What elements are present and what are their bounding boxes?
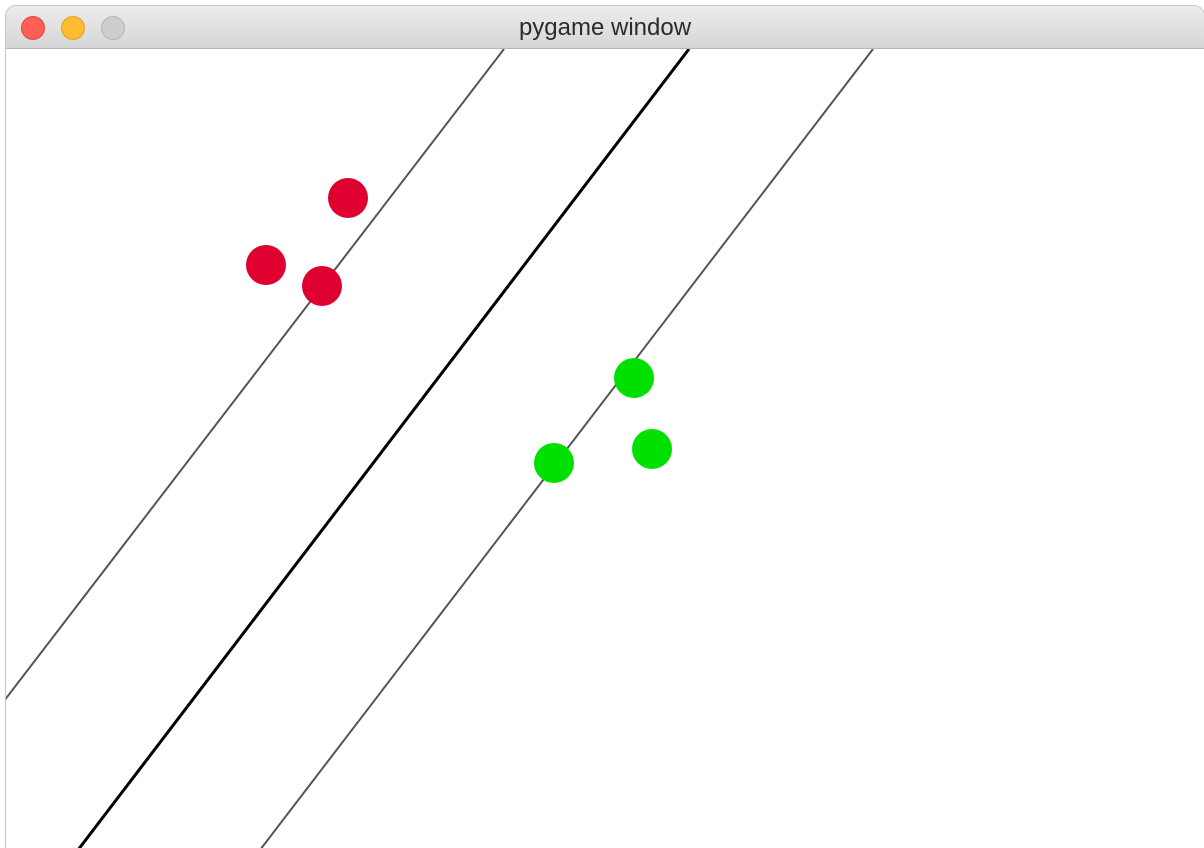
zoom-button[interactable] — [101, 16, 125, 40]
title-bar[interactable]: pygame window — [6, 6, 1204, 49]
point-class-a — [302, 266, 342, 306]
pygame-canvas[interactable] — [6, 49, 1204, 848]
point-class-b — [632, 429, 672, 469]
scene-svg — [6, 49, 1204, 848]
window-title: pygame window — [518, 14, 692, 41]
point-class-a — [328, 178, 368, 218]
close-button[interactable] — [21, 16, 45, 40]
pygame-window: pygame window — [6, 6, 1204, 848]
point-class-b — [534, 443, 574, 483]
minimize-button[interactable] — [61, 16, 85, 40]
point-class-b — [614, 358, 654, 398]
canvas-background — [6, 49, 1204, 848]
point-class-a — [246, 245, 286, 285]
decision-boundary-line — [77, 49, 691, 848]
margin-line-upper — [6, 49, 505, 701]
